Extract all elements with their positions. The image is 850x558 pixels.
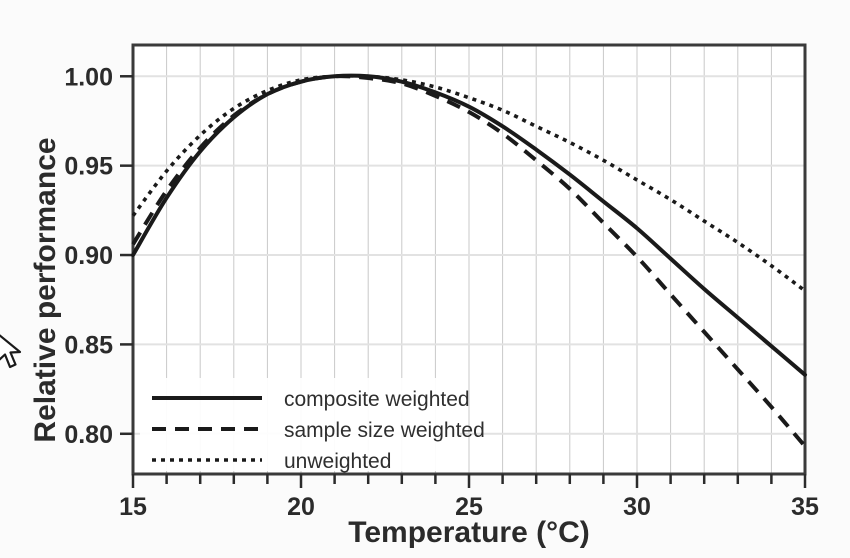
legend-label: sample size weighted xyxy=(284,419,485,442)
x-axis-ticks xyxy=(131,474,807,488)
x-tick-label: 25 xyxy=(455,493,483,521)
y-tick-label: 0.85 xyxy=(64,331,113,359)
legend-background xyxy=(140,378,460,471)
y-tick-label: 1.00 xyxy=(64,63,113,91)
x-tick-label: 35 xyxy=(791,493,819,521)
legend-label: composite weighted xyxy=(284,388,470,411)
data-curves xyxy=(131,73,807,448)
chart-legend: composite weighted sample size weighted un… xyxy=(140,378,485,473)
x-axis-title: Temperature (°C) xyxy=(348,516,589,549)
x-tick-label: 15 xyxy=(119,493,147,521)
y-tick-label: 0.80 xyxy=(64,421,113,449)
x-tick-label: 30 xyxy=(623,493,651,521)
y-axis-title: Relative performance xyxy=(29,137,62,442)
y-tick-label: 0.90 xyxy=(64,242,113,270)
horizontal-gridlines xyxy=(134,75,804,435)
x-axis-tick-labels: 15 20 25 30 35 xyxy=(119,493,819,521)
y-axis-ticks xyxy=(120,75,133,436)
series-line-sample-size-weighted xyxy=(131,74,807,448)
y-axis-tick-labels: 0.80 0.85 0.90 0.95 1.00 xyxy=(64,63,113,449)
x-tick-label: 20 xyxy=(287,493,315,521)
legend-label: unweighted xyxy=(284,450,391,473)
y-tick-label: 0.95 xyxy=(64,153,113,181)
